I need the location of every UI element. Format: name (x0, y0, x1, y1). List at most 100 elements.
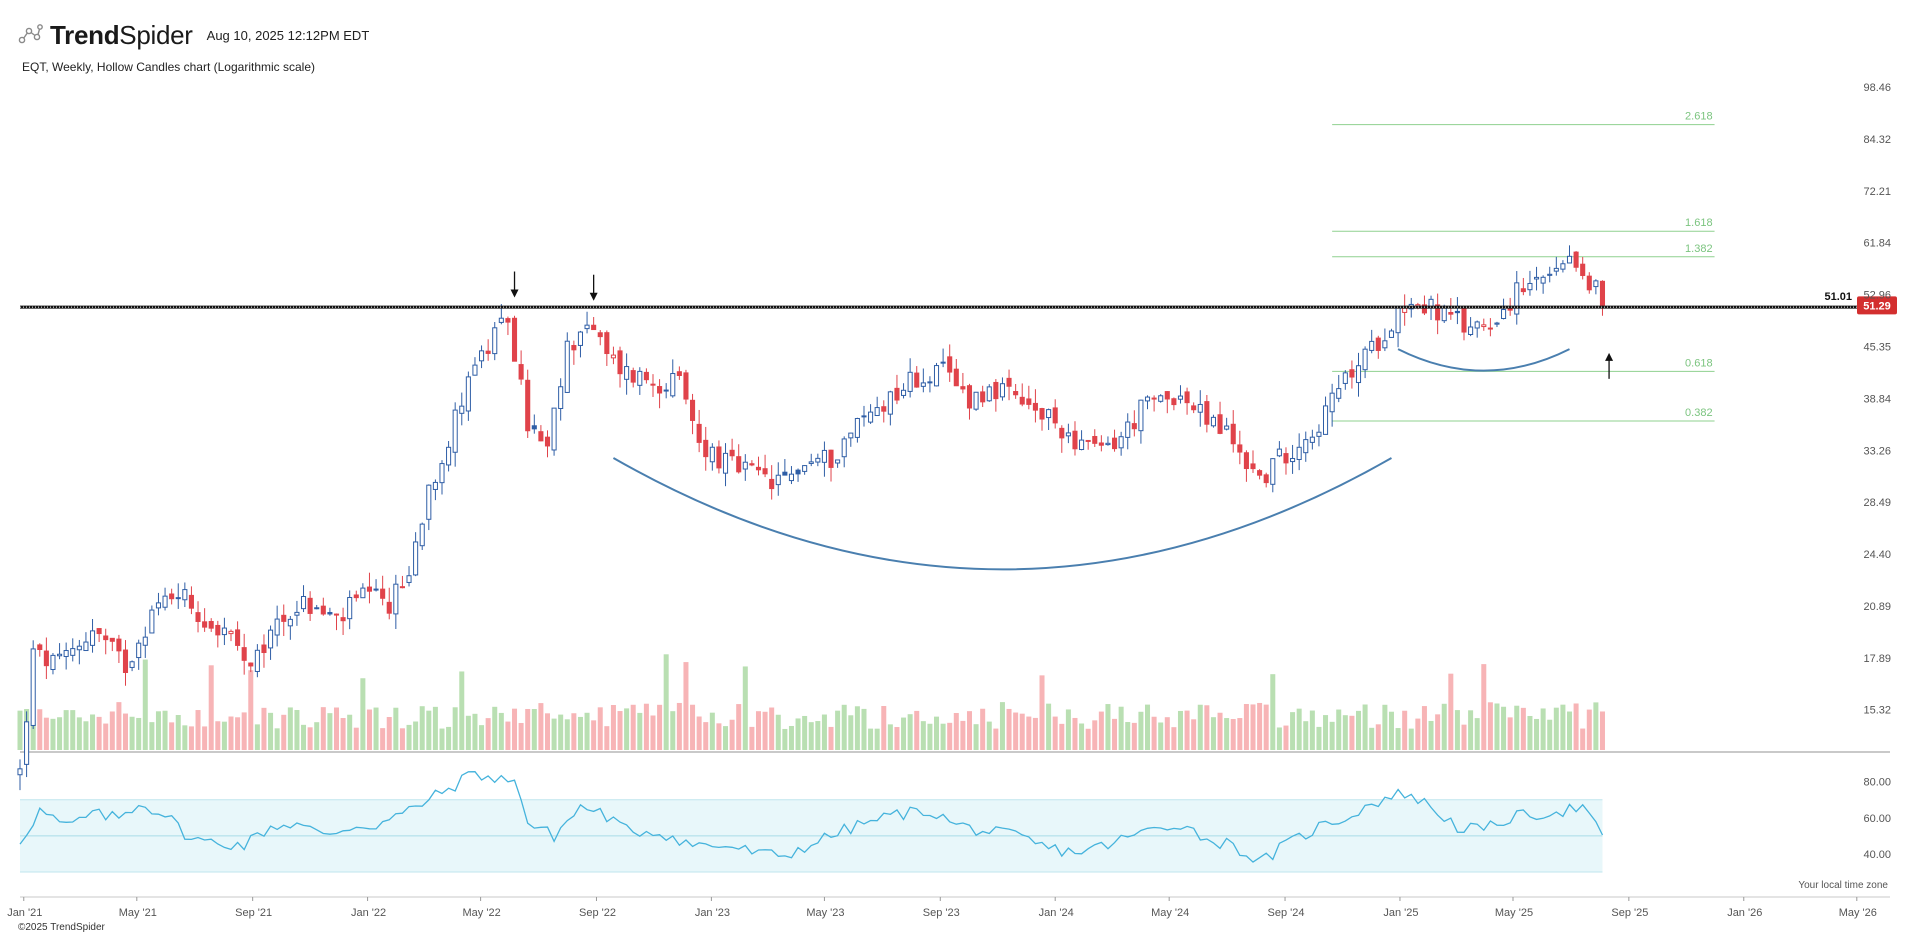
candle (155, 592, 162, 616)
candle (188, 586, 194, 615)
volume-bar (1461, 724, 1467, 750)
candle (683, 369, 689, 405)
candle (1105, 436, 1111, 446)
candle (1131, 410, 1137, 437)
candle (1112, 429, 1118, 452)
time-tick-label: Jan '22 (351, 907, 386, 919)
volume-bar (1342, 715, 1348, 750)
candle (307, 591, 313, 621)
horizontal-line[interactable]: 51.01 51.29 (20, 291, 1897, 315)
volume-bar (1435, 714, 1441, 750)
candle (248, 662, 254, 673)
volume-bar (208, 665, 214, 750)
arrow-up-icon (1605, 352, 1614, 379)
candle (89, 618, 96, 653)
volume-bar (1566, 711, 1573, 750)
price-tick-label: 52.96 (1863, 290, 1891, 302)
volume-bar (1375, 724, 1381, 750)
candle (109, 637, 115, 652)
candle (1171, 397, 1177, 411)
volume-bar (1487, 702, 1493, 750)
candle (1046, 408, 1052, 430)
candle (492, 322, 498, 361)
candle (1013, 384, 1019, 399)
volume-bar (1072, 717, 1078, 750)
candle (465, 371, 471, 421)
cup-arcs (612, 348, 1570, 571)
volume-bar (479, 725, 485, 750)
candle (518, 350, 524, 385)
volume-bar (1408, 728, 1414, 750)
volume-bar (268, 712, 274, 750)
volume-bar (993, 728, 999, 750)
volume-bar (1158, 722, 1164, 750)
candle (1158, 394, 1164, 403)
candle (1481, 318, 1487, 331)
candle (1560, 260, 1566, 273)
candle (861, 405, 867, 427)
candle (927, 376, 933, 393)
volume-bar (947, 722, 953, 750)
volume-bar (347, 714, 353, 750)
volume-bar (854, 706, 860, 750)
rsi-pane (19, 771, 1604, 873)
candle (281, 604, 287, 637)
candle (709, 443, 715, 471)
price-axis: 98.46 84.32 72.21 61.84 52.96 45.35 38.84 33.26… (1863, 82, 1891, 717)
volume-bar (808, 722, 814, 750)
volume-bar (1316, 726, 1322, 750)
candle (1402, 294, 1408, 326)
volume-bar (1553, 707, 1559, 750)
candle (1388, 328, 1395, 338)
candle (1573, 251, 1579, 272)
volume-bar (175, 715, 181, 750)
volume-bar (742, 666, 748, 750)
candle (591, 317, 597, 331)
candle (195, 601, 201, 633)
candle (525, 369, 531, 438)
candle (755, 456, 762, 476)
volume-bar (1059, 723, 1065, 750)
rsi-axis: 80.00 60.00 40.00 (1863, 777, 1891, 861)
volume-bar (1019, 713, 1025, 750)
volume-bar (1303, 721, 1309, 750)
volume-bar (538, 703, 544, 750)
candle (406, 566, 412, 587)
volume-bar (446, 726, 452, 750)
candle (50, 653, 56, 675)
volume-bar (43, 717, 49, 750)
candle (1072, 421, 1078, 456)
time-tick-label: Sep '24 (1268, 907, 1305, 919)
trendspider-logo-icon (18, 24, 43, 44)
volume-bar (1230, 719, 1236, 750)
volume-bar (1309, 710, 1315, 750)
time-tick-label: May '22 (463, 907, 501, 919)
candle (1184, 387, 1190, 415)
volume-bar (966, 711, 972, 750)
candle (1329, 383, 1335, 427)
candle (479, 345, 485, 369)
volume-bar (927, 723, 933, 750)
volume-bar (432, 706, 438, 750)
fib-level-label: 2.618 (1685, 111, 1713, 123)
candle (208, 618, 214, 632)
volume-bar (1210, 717, 1216, 750)
volume-bar (340, 718, 346, 750)
candle (1336, 374, 1342, 403)
candle (1309, 429, 1315, 450)
candle (624, 353, 630, 395)
candle (70, 638, 76, 662)
candle (439, 460, 445, 495)
candle (597, 330, 603, 346)
price-tick-label: 45.35 (1863, 342, 1891, 354)
volume-bar (1224, 718, 1230, 750)
candle (966, 383, 973, 420)
candle (373, 579, 379, 592)
volume-bar (841, 704, 847, 750)
candle (347, 590, 353, 630)
volume-bar (1164, 717, 1170, 750)
axis-lines (20, 751, 1890, 898)
candle (729, 438, 735, 461)
candle (261, 634, 267, 668)
